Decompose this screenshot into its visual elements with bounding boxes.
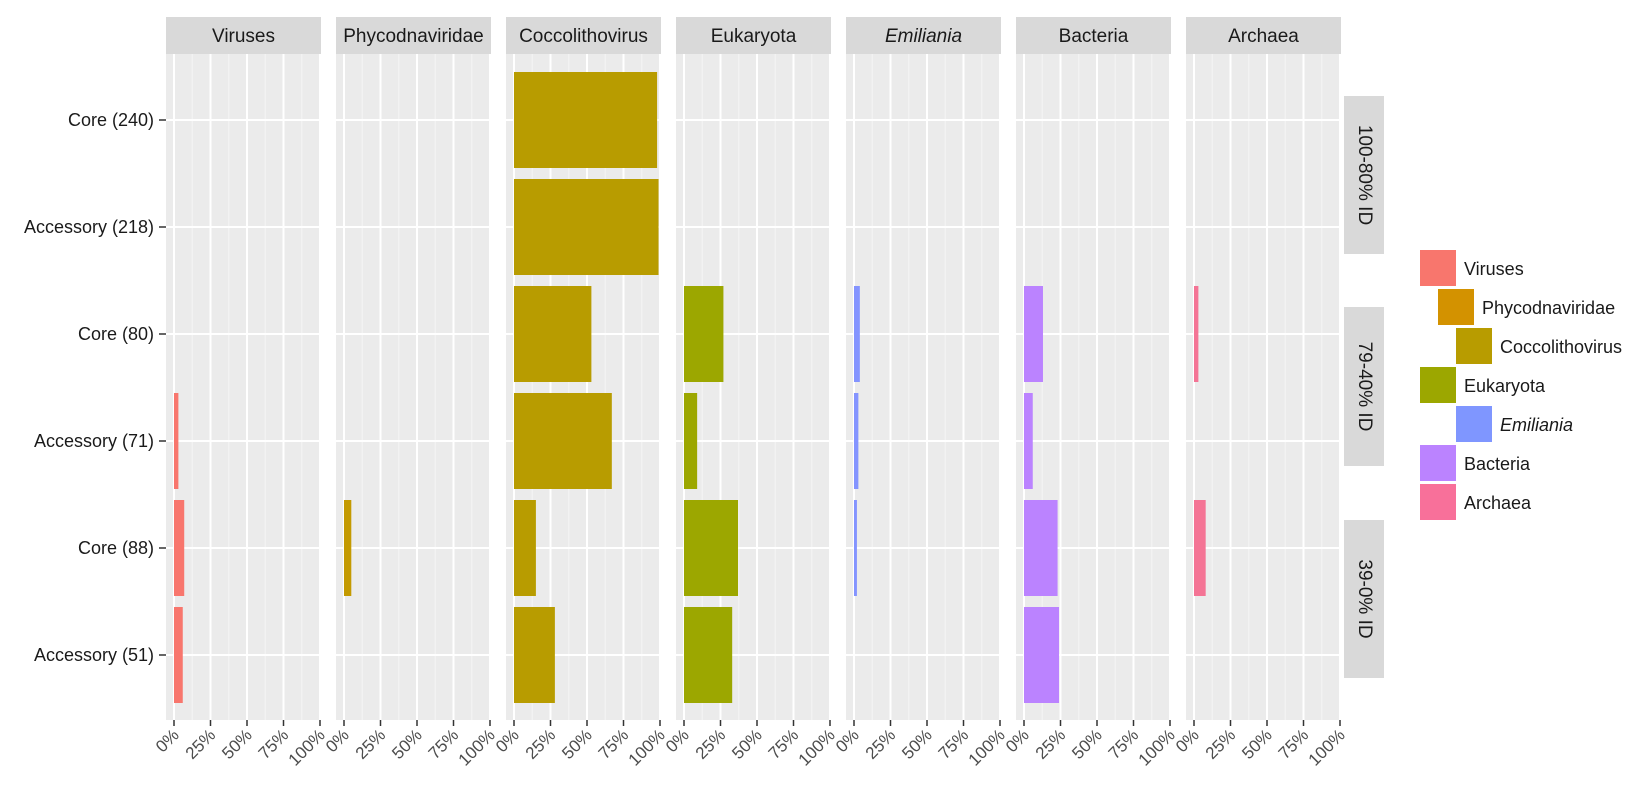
legend-key-viruses xyxy=(1420,250,1456,286)
bar-phycodnaviridae-5 xyxy=(344,500,352,596)
column-strip-bact xyxy=(1016,17,1171,54)
legend-key-coccolithovirus xyxy=(1456,328,1492,364)
column-strip-label-euk: Eukaryota xyxy=(711,26,797,47)
row-strip-label: 79-40% ID xyxy=(1354,342,1375,432)
legend-key-emiliania xyxy=(1456,406,1492,442)
x-tick-label: 25% xyxy=(522,725,559,762)
x-tick-label: 0% xyxy=(322,725,353,756)
legend-key-eukaryota xyxy=(1420,367,1456,403)
column-strip-label-emil: Emiliania xyxy=(885,26,962,47)
x-tick-label: 25% xyxy=(1202,725,1239,762)
x-tick-label: 0% xyxy=(1172,725,1203,756)
legend-label-viruses: Viruses xyxy=(1464,259,1524,279)
x-tick-label: 25% xyxy=(182,725,219,762)
bar-coccolithovirus-4 xyxy=(514,393,612,489)
legend-label-archaea: Archaea xyxy=(1464,493,1532,513)
y-tick-label: Accessory (71) xyxy=(34,431,154,451)
legend-key-bacteria xyxy=(1420,445,1456,481)
legend-key-archaea xyxy=(1420,484,1456,520)
x-tick-label: 50% xyxy=(728,725,765,762)
legend-label-bacteria: Bacteria xyxy=(1464,454,1531,474)
x-tick-label: 100% xyxy=(285,725,329,769)
panel-bg-arch xyxy=(1186,54,1341,720)
x-tick-label: 100% xyxy=(1305,725,1349,769)
column-strip-label-arch: Archaea xyxy=(1228,26,1299,47)
bar-eukaryota-4 xyxy=(684,393,698,489)
x-tick-label: 50% xyxy=(388,725,425,762)
column-strip-label-phyco: Phycodnaviridae xyxy=(343,26,483,47)
bar-eukaryota-3 xyxy=(684,286,724,382)
column-strip-cocco xyxy=(506,17,661,54)
bar-bacteria-3 xyxy=(1024,286,1043,382)
bar-coccolithovirus-5 xyxy=(514,500,536,596)
panel-bg-viruses xyxy=(166,54,321,720)
column-strip-arch xyxy=(1186,17,1341,54)
x-tick-label: 0% xyxy=(832,725,863,756)
panel-bg-phyco xyxy=(336,54,491,720)
bar-archaea-3 xyxy=(1194,286,1199,382)
row-strip xyxy=(1344,307,1384,466)
x-tick-label: 100% xyxy=(1135,725,1179,769)
bar-viruses-6 xyxy=(174,607,183,703)
column-strip-emil xyxy=(846,17,1001,54)
bar-coccolithovirus-3 xyxy=(514,286,592,382)
legend-key-phycodnaviridae xyxy=(1438,289,1474,325)
x-tick-label: 100% xyxy=(965,725,1009,769)
column-strip-phyco xyxy=(336,17,491,54)
y-tick-label: Core (88) xyxy=(78,538,154,558)
x-tick-label: 100% xyxy=(625,725,669,769)
bar-bacteria-6 xyxy=(1024,607,1060,703)
x-tick-label: 0% xyxy=(1002,725,1033,756)
y-tick-label: Accessory (51) xyxy=(34,645,154,665)
bar-archaea-5 xyxy=(1194,500,1206,596)
row-strip-label: 39-0% ID xyxy=(1354,559,1375,638)
bar-emiliania-4 xyxy=(854,393,859,489)
bar-emiliania-5 xyxy=(854,500,857,596)
x-tick-label: 50% xyxy=(558,725,595,762)
x-tick-label: 50% xyxy=(1068,725,1105,762)
x-tick-label: 50% xyxy=(898,725,935,762)
bar-coccolithovirus-1 xyxy=(514,72,658,168)
bar-viruses-4 xyxy=(174,393,179,489)
legend-label-coccolithovirus: Coccolithovirus xyxy=(1500,337,1622,357)
row-strip xyxy=(1344,520,1384,678)
y-tick-label: Core (80) xyxy=(78,324,154,344)
x-tick-label: 50% xyxy=(218,725,255,762)
y-tick-label: Accessory (218) xyxy=(24,217,154,237)
x-tick-label: 50% xyxy=(1238,725,1275,762)
column-strip-label-bact: Bacteria xyxy=(1059,26,1129,47)
x-tick-label: 25% xyxy=(692,725,729,762)
x-tick-label: 0% xyxy=(492,725,523,756)
x-tick-label: 100% xyxy=(795,725,839,769)
column-strip-viruses xyxy=(166,17,321,54)
x-tick-label: 25% xyxy=(1032,725,1069,762)
bar-bacteria-4 xyxy=(1024,393,1033,489)
bar-emiliania-3 xyxy=(854,286,860,382)
bar-viruses-5 xyxy=(174,500,185,596)
x-tick-label: 25% xyxy=(352,725,389,762)
bar-bacteria-5 xyxy=(1024,500,1058,596)
legend-label-phycodnaviridae: Phycodnaviridae xyxy=(1482,298,1615,318)
column-strip-label-viruses: Viruses xyxy=(212,26,275,47)
bar-eukaryota-5 xyxy=(684,500,739,596)
column-strip-label-cocco: Coccolithovirus xyxy=(519,26,648,47)
bar-eukaryota-6 xyxy=(684,607,733,703)
column-strip-euk xyxy=(676,17,831,54)
bar-coccolithovirus-6 xyxy=(514,607,555,703)
x-tick-label: 100% xyxy=(455,725,499,769)
legend-label-emiliania: Emiliania xyxy=(1500,415,1573,435)
legend-label-eukaryota: Eukaryota xyxy=(1464,376,1546,396)
panel-bg-emil xyxy=(846,54,1001,720)
row-strip xyxy=(1344,96,1384,254)
x-tick-label: 0% xyxy=(662,725,693,756)
x-tick-label: 25% xyxy=(862,725,899,762)
x-tick-label: 0% xyxy=(152,725,183,756)
bar-coccolithovirus-2 xyxy=(514,179,659,275)
row-strip-label: 100-80% ID xyxy=(1354,125,1375,225)
y-tick-label: Core (240) xyxy=(68,110,154,130)
